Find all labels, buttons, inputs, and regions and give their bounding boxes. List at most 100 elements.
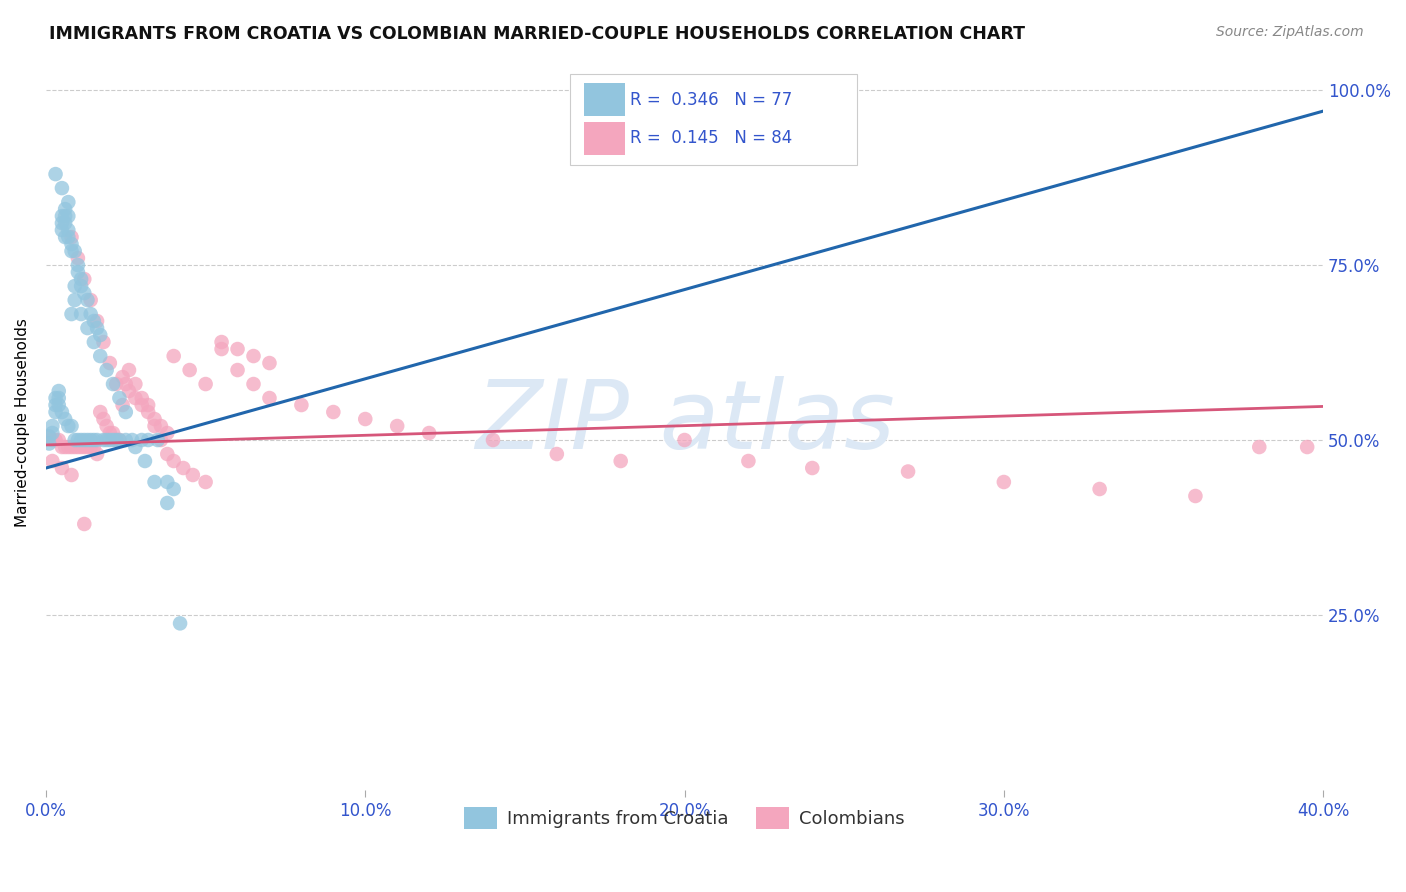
Point bbox=[259, 356, 281, 370]
Point bbox=[70, 279, 93, 293]
Legend: Immigrants from Croatia, Colombians: Immigrants from Croatia, Colombians bbox=[457, 799, 912, 836]
Point bbox=[101, 433, 124, 447]
Text: R =  0.346   N = 77: R = 0.346 N = 77 bbox=[630, 91, 792, 109]
Point bbox=[98, 433, 121, 447]
Point bbox=[60, 237, 83, 252]
Point bbox=[51, 223, 73, 237]
Point bbox=[143, 419, 166, 434]
Text: IMMIGRANTS FROM CROATIA VS COLOMBIAN MARRIED-COUPLE HOUSEHOLDS CORRELATION CHART: IMMIGRANTS FROM CROATIA VS COLOMBIAN MAR… bbox=[49, 25, 1025, 43]
FancyBboxPatch shape bbox=[583, 83, 624, 116]
Point bbox=[609, 454, 631, 468]
Point bbox=[136, 398, 159, 412]
Point bbox=[134, 454, 156, 468]
Point bbox=[51, 405, 73, 419]
Point bbox=[98, 425, 121, 440]
Point bbox=[105, 377, 128, 392]
Point bbox=[58, 440, 80, 454]
Point bbox=[96, 363, 118, 377]
Point bbox=[737, 454, 759, 468]
Point bbox=[60, 244, 83, 258]
Point bbox=[124, 377, 146, 392]
Point bbox=[169, 616, 191, 631]
Point bbox=[53, 412, 76, 426]
Point bbox=[211, 334, 233, 349]
Point bbox=[70, 433, 93, 447]
Point bbox=[546, 447, 568, 461]
Point bbox=[86, 433, 108, 447]
Point bbox=[66, 440, 89, 454]
Point bbox=[86, 447, 108, 461]
Point bbox=[76, 293, 98, 307]
Point bbox=[41, 433, 63, 447]
Point bbox=[76, 440, 98, 454]
Point bbox=[60, 440, 83, 454]
Point bbox=[93, 412, 115, 426]
Point bbox=[108, 433, 131, 447]
Point bbox=[181, 468, 204, 483]
Point bbox=[1296, 440, 1319, 454]
Point bbox=[51, 461, 73, 475]
Point bbox=[70, 272, 93, 286]
Point bbox=[51, 440, 73, 454]
Point bbox=[156, 447, 179, 461]
Point bbox=[79, 433, 101, 447]
Point bbox=[290, 398, 312, 412]
Text: Source: ZipAtlas.com: Source: ZipAtlas.com bbox=[1216, 25, 1364, 39]
Point bbox=[146, 433, 169, 447]
Point bbox=[101, 377, 124, 392]
Point bbox=[48, 433, 70, 447]
Point bbox=[211, 342, 233, 356]
Point bbox=[51, 181, 73, 195]
Point bbox=[41, 454, 63, 468]
Point bbox=[63, 279, 86, 293]
Point bbox=[58, 223, 80, 237]
Point bbox=[53, 216, 76, 230]
Point bbox=[897, 465, 920, 479]
Point bbox=[73, 433, 96, 447]
Point bbox=[66, 265, 89, 279]
Point bbox=[108, 433, 131, 447]
Point bbox=[45, 167, 67, 181]
Point bbox=[86, 314, 108, 328]
Point bbox=[73, 440, 96, 454]
Point bbox=[63, 244, 86, 258]
Point bbox=[105, 433, 128, 447]
Point bbox=[111, 370, 134, 384]
Point bbox=[45, 391, 67, 405]
Point bbox=[41, 419, 63, 434]
Point bbox=[114, 405, 136, 419]
Point bbox=[482, 433, 505, 447]
Point bbox=[108, 391, 131, 405]
Point bbox=[136, 405, 159, 419]
Point bbox=[63, 433, 86, 447]
Point bbox=[83, 433, 105, 447]
Point bbox=[101, 425, 124, 440]
FancyBboxPatch shape bbox=[569, 73, 858, 165]
Point bbox=[76, 321, 98, 335]
Point bbox=[163, 349, 186, 363]
Point bbox=[51, 209, 73, 223]
Point bbox=[242, 377, 264, 392]
Point bbox=[70, 307, 93, 321]
Point bbox=[89, 405, 111, 419]
Point bbox=[60, 419, 83, 434]
Point bbox=[51, 216, 73, 230]
Point bbox=[163, 482, 186, 496]
Point bbox=[242, 349, 264, 363]
Point bbox=[89, 349, 111, 363]
Point bbox=[89, 328, 111, 343]
Point bbox=[385, 419, 408, 434]
Point bbox=[226, 363, 249, 377]
Point bbox=[96, 433, 118, 447]
Point bbox=[418, 425, 440, 440]
Point bbox=[83, 334, 105, 349]
Point bbox=[118, 384, 141, 398]
Point bbox=[111, 398, 134, 412]
Point bbox=[163, 454, 186, 468]
Point bbox=[66, 258, 89, 272]
Point bbox=[673, 433, 696, 447]
Point bbox=[66, 251, 89, 265]
Point bbox=[801, 461, 824, 475]
Point bbox=[114, 377, 136, 392]
Point bbox=[136, 433, 159, 447]
